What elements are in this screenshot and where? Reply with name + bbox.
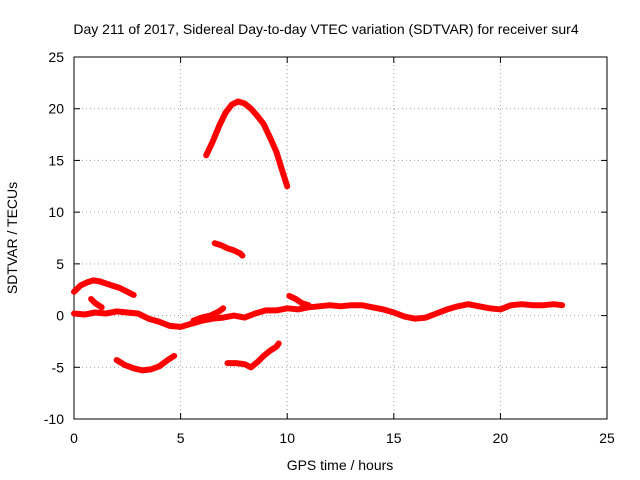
x-tick-label: 25 <box>599 430 615 446</box>
series-short-segment-near-7h <box>211 240 246 259</box>
y-tick-label: 25 <box>48 49 64 65</box>
y-tick-label: 15 <box>48 152 64 168</box>
series-main-trace <box>71 301 566 330</box>
y-tick-label: 0 <box>56 308 64 324</box>
series-lower-left-dip <box>113 352 178 374</box>
series-segment-near-10h <box>286 292 312 309</box>
x-tick-label: 0 <box>70 430 78 446</box>
x-tick-label: 10 <box>279 430 295 446</box>
y-axis-label: SDTVAR / TECUs <box>4 182 20 294</box>
y-tick-label: 20 <box>48 101 64 117</box>
x-tick-label: 20 <box>493 430 509 446</box>
y-tick-label: 5 <box>56 256 64 272</box>
series-rise-near-6h <box>190 305 227 324</box>
series-lower-middle-rise <box>224 340 282 371</box>
tick-layer: 0 5 10 15 20 25 -10 -5 0 5 10 15 20 25 <box>44 49 615 446</box>
x-tick-label: 5 <box>177 430 185 446</box>
y-tick-label: -10 <box>44 411 64 427</box>
y-tick-label: 10 <box>48 204 64 220</box>
grid-layer <box>74 57 607 419</box>
series-layer <box>71 98 566 374</box>
chart-title: Day 211 of 2017, Sidereal Day-to-day VTE… <box>73 21 578 37</box>
series-small-rise-near-1h <box>88 296 105 311</box>
x-axis-label: GPS time / hours <box>287 457 394 473</box>
series-upper-left-arc <box>71 277 137 298</box>
plot-frame <box>73 56 608 420</box>
y-tick-label: -5 <box>52 359 65 375</box>
x-tick-label: 15 <box>386 430 402 446</box>
series-high-arc <box>203 98 291 190</box>
